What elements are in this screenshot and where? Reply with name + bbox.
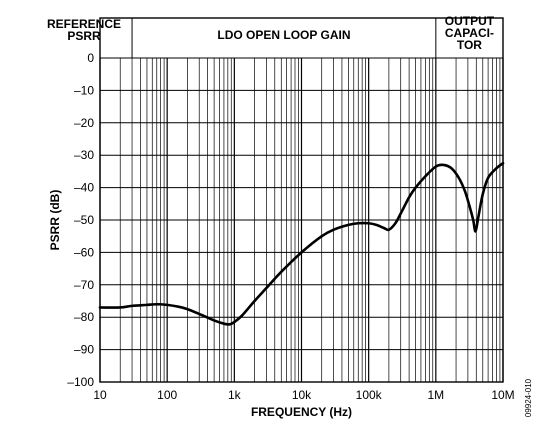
region-label-line: TOR — [457, 38, 482, 52]
x-tick-label: 1M — [427, 388, 444, 402]
region-label-line: PSRR — [67, 29, 101, 43]
y-tick-label: 0 — [87, 51, 94, 65]
y-tick-label: –100 — [67, 375, 94, 389]
y-tick-label: –80 — [74, 310, 94, 324]
y-tick-label: –70 — [74, 278, 94, 292]
plot-border — [99, 17, 504, 383]
x-tick-label: 1k — [228, 388, 242, 402]
y-tick-label: –30 — [74, 148, 94, 162]
figure-id: 09924-010 — [524, 378, 533, 417]
region-label-line: REFERENCE — [47, 17, 121, 31]
x-tick-label: 10 — [93, 388, 107, 402]
x-tick-label: 10M — [491, 388, 514, 402]
region-label-line: LDO OPEN LOOP GAIN — [217, 28, 350, 42]
y-tick-labels: 0 –10 –20 –30 –40 –50 –60 –70 –80 –90 –100 — [67, 51, 94, 389]
y-axis-label: PSRR (dB) — [48, 190, 62, 251]
y-tick-label: –10 — [74, 83, 94, 97]
plot-frame — [99, 17, 504, 383]
x-tick-label: 100 — [157, 388, 177, 402]
y-tick-label: –20 — [74, 116, 94, 130]
y-tick-label: –40 — [74, 181, 94, 195]
series-layer — [98, 162, 505, 326]
x-tick-label: 100k — [356, 388, 383, 402]
x-tick-labels: 10 100 1k 10k 100k 1M 10M — [93, 388, 514, 402]
y-tick-label: –60 — [74, 245, 94, 259]
region-label-line: CAPACI- — [445, 26, 494, 40]
x-tick-label: 10k — [292, 388, 312, 402]
region-label-line: OUTPUT — [445, 14, 495, 28]
y-gridlines — [100, 57, 503, 383]
y-tick-label: –50 — [74, 213, 94, 227]
psrr-series-line — [98, 162, 505, 326]
x-axis-label: FREQUENCY (Hz) — [251, 405, 352, 419]
y-tick-label: –90 — [74, 343, 94, 357]
